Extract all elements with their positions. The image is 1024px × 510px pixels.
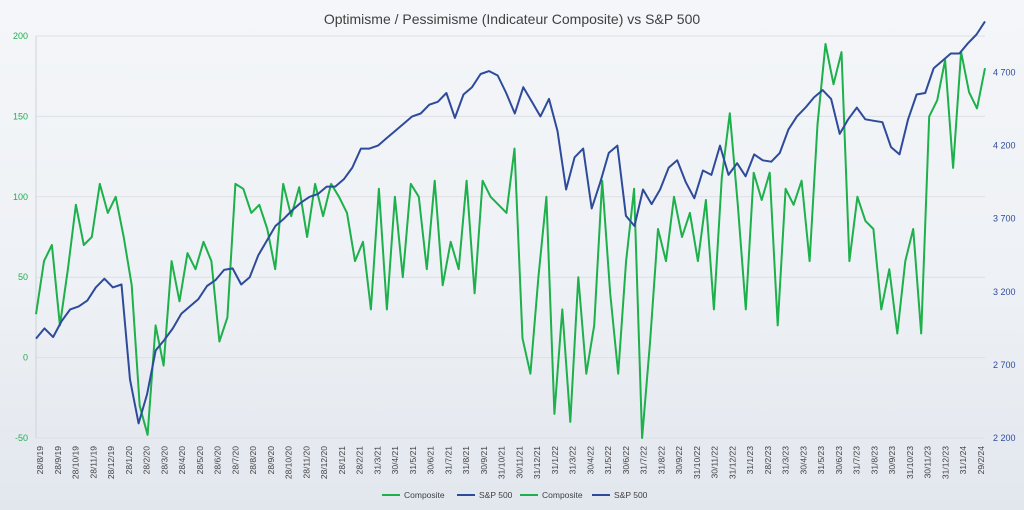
x-tick-label: 31/3/23 — [781, 446, 791, 475]
x-tick-label: 28/9/20 — [266, 446, 276, 475]
x-axis: 28/8/19 28/9/19 28/10/19 28/11/19 28/12/19 28… — [35, 446, 986, 479]
left-axis-tick-label: 100 — [13, 192, 28, 202]
x-tick-label: 28/12/19 — [106, 446, 116, 479]
sp500-series-line — [35, 20, 986, 425]
x-tick-label: 30/11/22 — [710, 446, 720, 479]
x-tick-label: 30/4/21 — [390, 446, 400, 475]
right-axis-tick-label: 4 200 — [993, 141, 1016, 151]
x-tick-label: 31/5/21 — [408, 446, 418, 475]
x-tick-label: 28/9/19 — [53, 446, 63, 475]
x-tick-label: 30/9/22 — [674, 446, 684, 475]
x-tick-label: 28/8/20 — [248, 446, 258, 475]
chart-title: Optimisme / Pessimisme (Indicateur Compo… — [324, 11, 701, 27]
x-tick-label: 31/5/22 — [603, 446, 613, 475]
x-tick-label: 31/1/24 — [958, 446, 968, 475]
x-tick-label: 28/8/19 — [35, 446, 45, 475]
right-axis-tick-label: 2 700 — [993, 360, 1016, 370]
x-tick-label: 31/1/22 — [550, 446, 560, 475]
x-tick-label: 31/12/22 — [727, 446, 737, 479]
x-tick-label: 31/3/22 — [568, 446, 578, 475]
x-tick-label: 28/12/20 — [319, 446, 329, 479]
x-tick-label: 30/4/23 — [799, 446, 809, 475]
x-tick-label: 30/4/22 — [585, 446, 595, 475]
x-tick-label: 28/11/20 — [301, 446, 311, 479]
x-tick-label: 31/8/23 — [870, 446, 880, 475]
x-tick-label: 28/1/21 — [337, 446, 347, 475]
legend-label: Composite — [542, 490, 583, 500]
left-axis: -50 0 50 100 150 200 — [13, 31, 37, 443]
x-tick-label: 28/4/20 — [177, 446, 187, 475]
gridlines — [36, 35, 985, 439]
left-axis-tick-label: 0 — [23, 353, 28, 363]
x-tick-label: 31/10/21 — [497, 446, 507, 479]
left-axis-tick-label: 50 — [18, 272, 28, 282]
x-tick-label: 28/5/20 — [195, 446, 205, 475]
x-tick-label: 28/10/20 — [284, 446, 294, 479]
legend-label: S&P 500 — [479, 490, 513, 500]
x-tick-label: 31/3/21 — [372, 446, 382, 475]
x-tick-label: 31/7/23 — [852, 446, 862, 475]
x-tick-label: 28/10/19 — [71, 446, 81, 479]
left-axis-tick-label: -50 — [15, 433, 28, 443]
x-tick-label: 31/12/21 — [532, 446, 542, 479]
x-tick-label: 30/9/21 — [479, 446, 489, 475]
right-axis-tick-label: 4 700 — [993, 68, 1016, 78]
x-tick-label: 31/12/23 — [941, 446, 951, 479]
x-tick-label: 31/1/23 — [745, 446, 755, 475]
x-tick-label: 28/2/23 — [763, 446, 773, 475]
x-tick-label: 30/6/21 — [426, 446, 436, 475]
x-tick-label: 31/7/22 — [639, 446, 649, 475]
x-tick-label: 28/1/20 — [124, 446, 134, 475]
x-tick-label: 30/9/23 — [887, 446, 897, 475]
x-tick-label: 30/11/21 — [514, 446, 524, 479]
x-tick-label: 28/2/21 — [355, 446, 365, 475]
left-axis-tick-label: 150 — [13, 111, 28, 121]
series-layer — [35, 20, 986, 439]
x-tick-label: 30/6/23 — [834, 446, 844, 475]
x-tick-label: 28/2/20 — [142, 446, 152, 475]
right-axis: 2 200 2 700 3 200 3 700 4 200 4 700 — [993, 68, 1016, 443]
x-tick-label: 29/2/24 — [976, 446, 986, 475]
x-tick-label: 31/10/23 — [905, 446, 915, 479]
x-tick-label: 31/5/23 — [816, 446, 826, 475]
x-tick-label: 28/3/20 — [159, 446, 169, 475]
x-tick-label: 31/10/22 — [692, 446, 702, 479]
legend-label: S&P 500 — [614, 490, 648, 500]
legend-label: Composite — [404, 490, 445, 500]
x-tick-label: 31/8/21 — [461, 446, 471, 475]
legend: Composite S&P 500 Composite S&P 500 — [382, 490, 648, 500]
left-axis-tick-label: 200 — [13, 31, 28, 41]
x-tick-label: 30/11/23 — [923, 446, 933, 479]
x-tick-label: 28/7/20 — [230, 446, 240, 475]
right-axis-tick-label: 3 700 — [993, 214, 1016, 224]
x-tick-label: 28/6/20 — [213, 446, 223, 475]
right-axis-tick-label: 2 200 — [993, 433, 1016, 443]
composite-series-line — [35, 43, 986, 439]
right-axis-tick-label: 3 200 — [993, 287, 1016, 297]
x-tick-label: 31/8/22 — [656, 446, 666, 475]
x-tick-label: 28/11/19 — [88, 446, 98, 479]
x-tick-label: 30/6/22 — [621, 446, 631, 475]
x-tick-label: 31/7/21 — [443, 446, 453, 475]
